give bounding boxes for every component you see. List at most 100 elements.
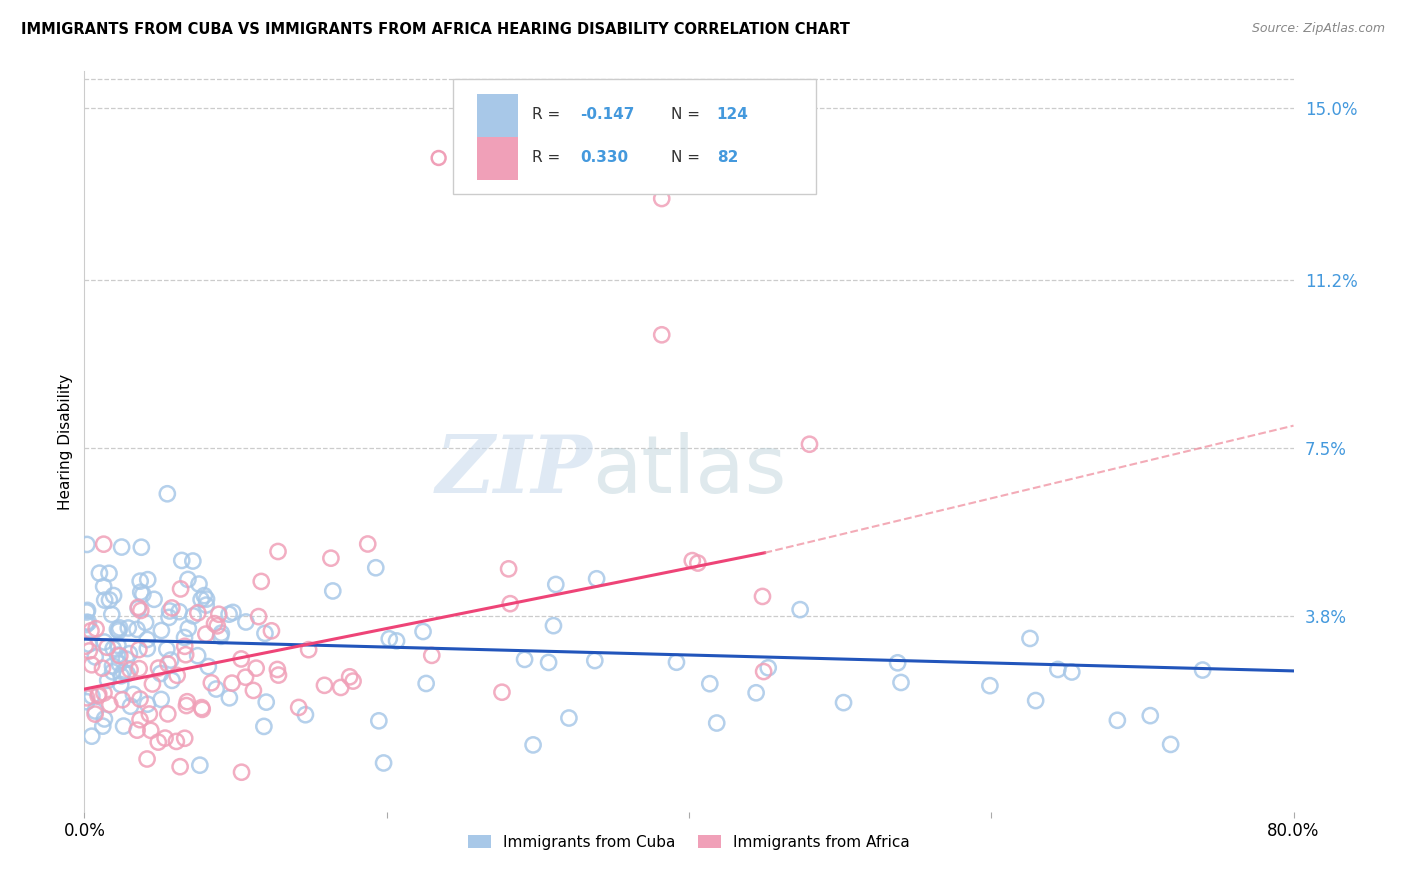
Point — [101, 607, 124, 622]
Point — [789, 602, 811, 616]
Point — [157, 610, 180, 624]
Point — [357, 537, 380, 551]
Point — [415, 676, 437, 690]
Point — [107, 639, 129, 653]
Point — [752, 665, 775, 679]
Point — [96, 640, 118, 655]
Point — [378, 632, 401, 646]
Point — [136, 573, 159, 587]
Point — [385, 634, 408, 648]
Point — [115, 652, 138, 666]
Point — [173, 631, 195, 645]
Point — [107, 624, 129, 638]
Point — [253, 626, 276, 640]
Point — [583, 654, 606, 668]
Point — [132, 587, 155, 601]
Legend: Immigrants from Cuba, Immigrants from Africa: Immigrants from Cuba, Immigrants from Af… — [461, 829, 917, 856]
Point — [80, 729, 103, 743]
Point — [107, 648, 129, 662]
Point — [190, 592, 212, 607]
Point — [543, 618, 565, 632]
Point — [187, 648, 209, 663]
Point — [173, 640, 195, 654]
Point — [138, 706, 160, 721]
Point — [522, 738, 544, 752]
Point — [131, 540, 153, 554]
Point — [204, 616, 226, 631]
Point — [373, 756, 395, 770]
Point — [159, 604, 181, 618]
Point — [159, 653, 181, 667]
Point — [153, 731, 176, 745]
Point — [222, 606, 245, 620]
Point — [87, 689, 110, 703]
Point — [98, 593, 121, 607]
Point — [129, 603, 152, 617]
Point — [756, 661, 779, 675]
Point — [886, 656, 908, 670]
Point — [101, 665, 124, 679]
Point — [169, 760, 191, 774]
Point — [143, 592, 166, 607]
Point — [135, 615, 157, 630]
Point — [235, 670, 257, 684]
Point — [80, 657, 103, 672]
Point — [128, 662, 150, 676]
Point — [412, 624, 434, 639]
Point — [150, 624, 173, 638]
Point — [235, 615, 257, 629]
Point — [166, 668, 188, 682]
Point — [141, 677, 163, 691]
Point — [537, 656, 560, 670]
Point — [129, 713, 152, 727]
Point — [77, 644, 100, 658]
Point — [80, 689, 103, 703]
Point — [101, 659, 124, 673]
FancyBboxPatch shape — [478, 94, 519, 137]
Point — [420, 648, 443, 663]
Point — [139, 723, 162, 738]
Point — [111, 540, 134, 554]
Point — [101, 641, 124, 656]
Point — [706, 716, 728, 731]
Point — [167, 605, 190, 619]
Point — [209, 626, 232, 640]
Point — [117, 621, 139, 635]
Point — [108, 648, 131, 663]
Text: Source: ZipAtlas.com: Source: ZipAtlas.com — [1251, 22, 1385, 36]
Point — [585, 572, 607, 586]
Point — [686, 556, 709, 570]
Point — [191, 702, 214, 716]
Point — [136, 641, 159, 656]
Text: 0.330: 0.330 — [581, 151, 628, 166]
Point — [176, 695, 198, 709]
Point — [129, 692, 152, 706]
Point — [89, 566, 111, 581]
Point — [122, 688, 145, 702]
Point — [250, 574, 273, 589]
Point — [111, 692, 134, 706]
Point — [294, 707, 316, 722]
Point — [266, 663, 288, 677]
Point — [890, 675, 912, 690]
Point — [108, 621, 131, 635]
Point — [118, 647, 141, 661]
Point — [125, 623, 148, 637]
Point — [188, 758, 211, 772]
Point — [84, 622, 107, 636]
Point — [136, 697, 159, 711]
Point — [190, 700, 212, 714]
Point — [751, 590, 773, 604]
Point — [165, 734, 187, 748]
Point — [498, 562, 520, 576]
Point — [176, 698, 198, 713]
Point — [120, 699, 142, 714]
Point — [197, 659, 219, 673]
Point — [93, 686, 115, 700]
Point — [173, 731, 195, 746]
Point — [242, 683, 264, 698]
Text: atlas: atlas — [592, 432, 786, 510]
Point — [1139, 708, 1161, 723]
Point — [127, 600, 149, 615]
Point — [364, 560, 387, 574]
